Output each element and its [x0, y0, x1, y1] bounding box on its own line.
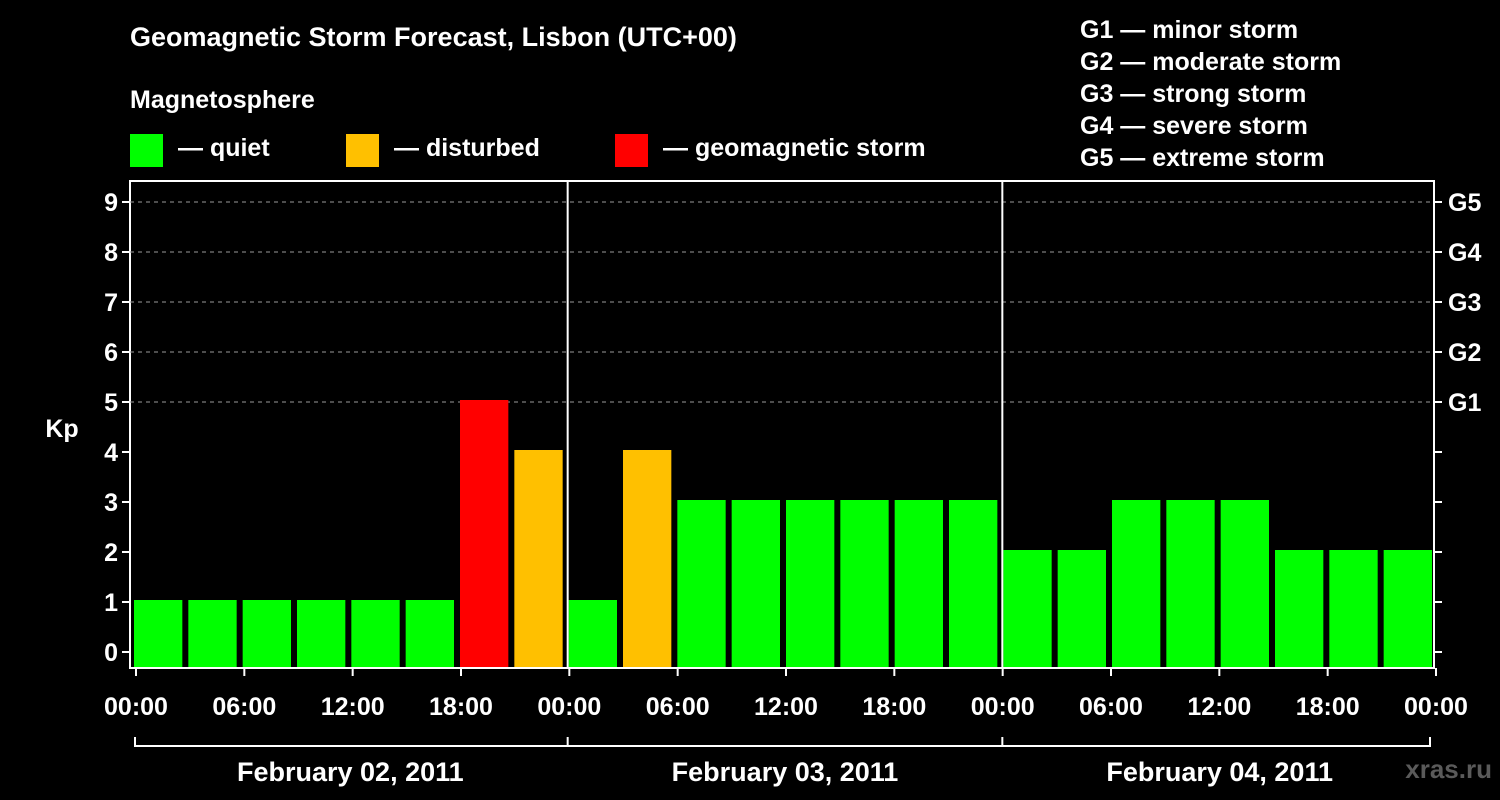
kp-bar — [514, 450, 563, 667]
kp-bar — [1057, 550, 1106, 667]
kp-bar — [1166, 500, 1215, 667]
x-tick-label: 00:00 — [971, 693, 1035, 721]
kp-bar — [242, 600, 291, 667]
kp-bar — [1275, 550, 1324, 667]
x-tick-label: 12:00 — [321, 693, 385, 721]
legend-label-storm: — geomagnetic storm — [663, 134, 926, 162]
kp-bar — [460, 400, 509, 667]
y-tick-label: 1 — [104, 589, 118, 617]
y-tick-label: 7 — [104, 289, 118, 317]
y-tick-label: 3 — [104, 489, 118, 517]
x-tick-label: 06:00 — [1079, 693, 1143, 721]
kp-bar — [623, 450, 672, 667]
watermark: xras.ru — [1405, 754, 1492, 784]
day-label: February 02, 2011 — [237, 757, 464, 787]
x-tick-label: 00:00 — [104, 693, 168, 721]
day-label: February 04, 2011 — [1106, 757, 1333, 787]
kp-bar — [297, 600, 346, 667]
kp-bar — [405, 600, 454, 667]
legend-swatch-quiet — [130, 134, 163, 167]
y-tick-label: 2 — [104, 539, 118, 567]
plot-frame — [129, 180, 1435, 669]
kp-bar — [134, 600, 183, 667]
kp-bar — [840, 500, 889, 667]
chart-subtitle: Magnetosphere — [130, 86, 315, 114]
x-tick-label: 06:00 — [646, 693, 710, 721]
storm-scale-g4: G4 — severe storm — [1080, 112, 1308, 140]
kp-bar — [786, 500, 835, 667]
y-tick-label: 8 — [104, 239, 118, 267]
y-tick-label: 9 — [104, 189, 118, 217]
y-axis-title: Kp — [45, 415, 78, 443]
kp-bar — [1003, 550, 1052, 667]
y-tick-label: 4 — [104, 439, 118, 467]
g-scale-label: G5 — [1448, 189, 1481, 217]
x-tick-label: 00:00 — [1404, 693, 1468, 721]
kp-bar — [677, 500, 726, 667]
legend-swatch-disturbed — [346, 134, 379, 167]
kp-bar — [1112, 500, 1161, 667]
kp-bar — [731, 500, 780, 667]
g-scale-label: G1 — [1448, 389, 1481, 417]
kp-bar — [1383, 550, 1432, 667]
storm-scale-g5: G5 — extreme storm — [1080, 144, 1325, 172]
storm-scale-g2: G2 — moderate storm — [1080, 48, 1342, 76]
day-label: February 03, 2011 — [672, 757, 899, 787]
legend-label-quiet: — quiet — [178, 134, 270, 162]
y-tick-label: 6 — [104, 339, 118, 367]
g-scale-label: G4 — [1448, 239, 1481, 267]
x-tick-label: 12:00 — [1187, 693, 1251, 721]
kp-bar — [894, 500, 943, 667]
kp-bar — [1329, 550, 1378, 667]
kp-bar — [1220, 500, 1269, 667]
chart-title: Geomagnetic Storm Forecast, Lisbon (UTC+… — [130, 22, 737, 52]
y-tick-label: 0 — [104, 639, 118, 667]
x-tick-label: 18:00 — [429, 693, 493, 721]
x-tick-label: 06:00 — [212, 693, 276, 721]
x-tick-label: 18:00 — [1296, 693, 1360, 721]
storm-scale-g1: G1 — minor storm — [1080, 16, 1299, 44]
legend-label-disturbed: — disturbed — [394, 134, 540, 162]
kp-bar — [188, 600, 237, 667]
kp-bar — [351, 600, 400, 667]
x-tick-label: 00:00 — [537, 693, 601, 721]
g-scale-label: G2 — [1448, 339, 1481, 367]
x-tick-label: 12:00 — [754, 693, 818, 721]
kp-bar — [568, 600, 617, 667]
g-scale-label: G3 — [1448, 289, 1481, 317]
y-tick-label: 5 — [104, 389, 118, 417]
storm-scale-g3: G3 — strong storm — [1080, 80, 1307, 108]
x-tick-label: 18:00 — [862, 693, 926, 721]
legend-swatch-storm — [615, 134, 648, 167]
kp-bar — [949, 500, 998, 667]
